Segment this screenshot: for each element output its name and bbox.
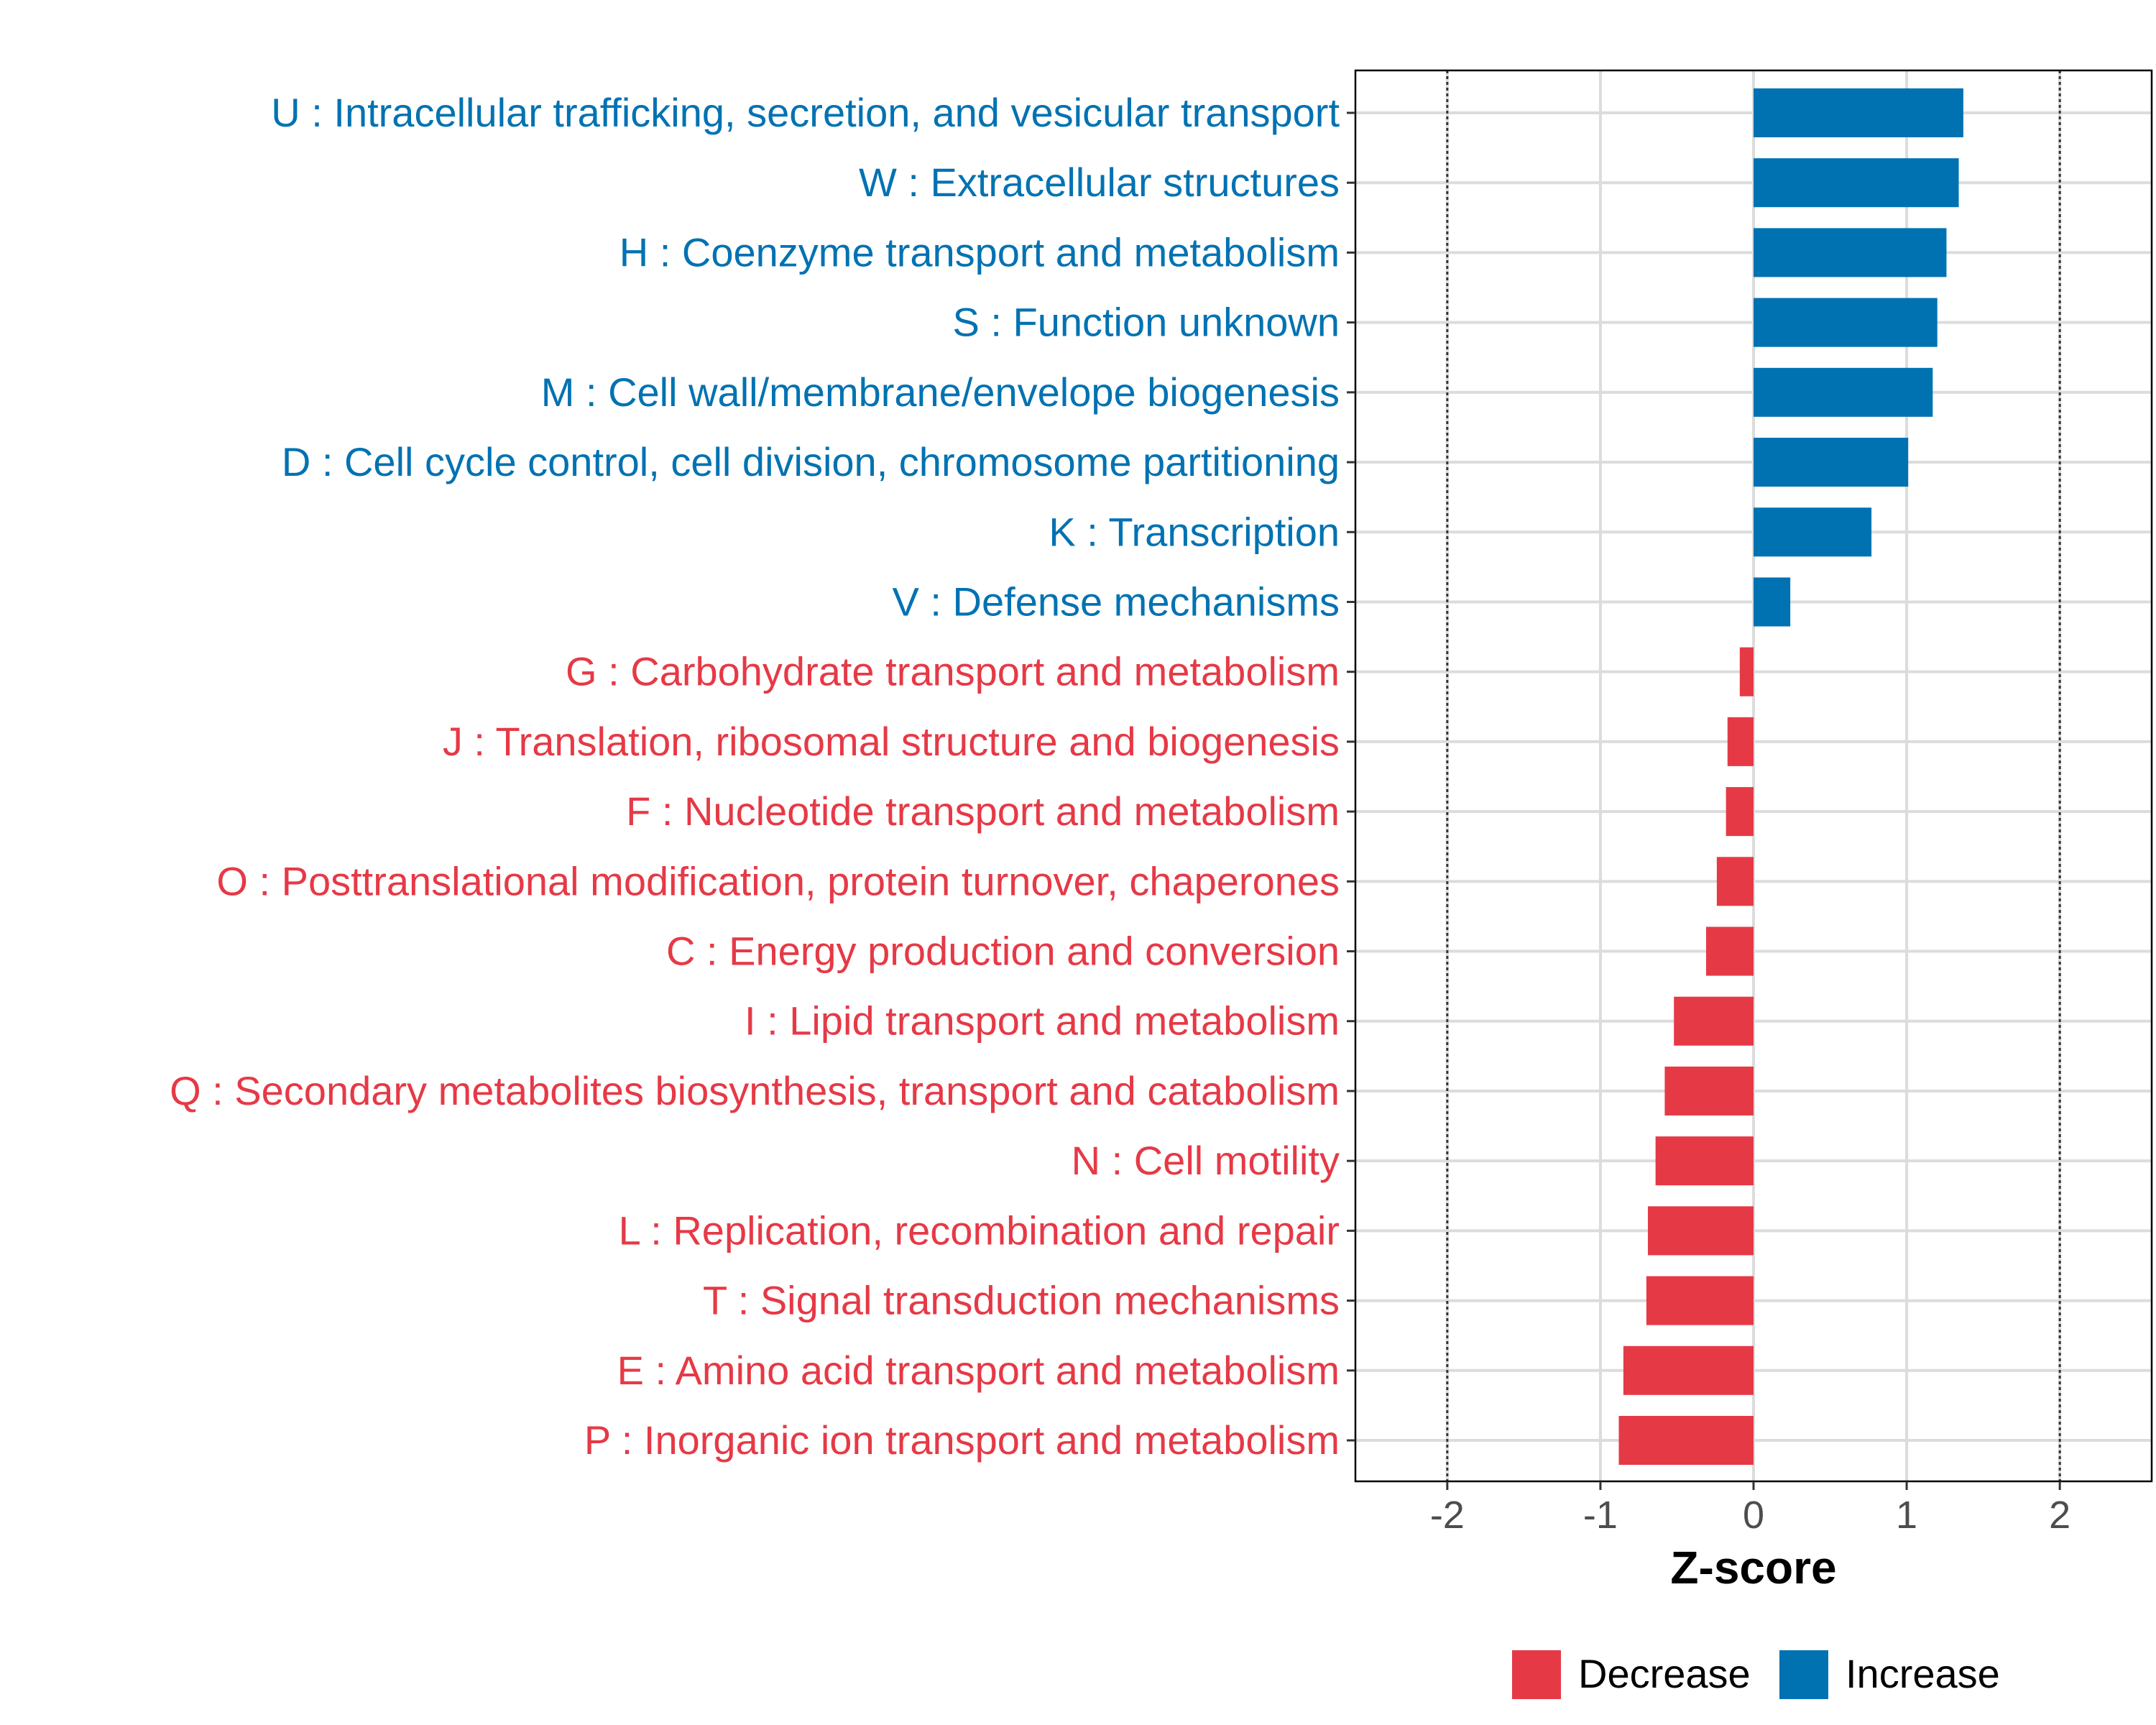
y-tick-label: O : Posttranslational modification, prot… — [216, 858, 1340, 903]
x-tick-label: -2 — [1430, 1494, 1465, 1537]
bar — [1655, 1136, 1754, 1186]
y-tick-label: T : Signal transduction mechanisms — [703, 1278, 1340, 1323]
bar — [1754, 438, 1909, 487]
bar — [1754, 577, 1791, 627]
bar — [1727, 717, 1754, 766]
x-tick-label: 0 — [1743, 1494, 1764, 1537]
bar — [1754, 158, 1959, 208]
legend: Decrease Increase — [1512, 1650, 2000, 1699]
x-tick-label: 2 — [2049, 1494, 2070, 1537]
y-tick-label: E : Amino acid transport and metabolism — [617, 1348, 1340, 1393]
x-axis: -2 -1 0 1 2 — [1430, 1481, 2070, 1537]
y-tick-label: D : Cell cycle control, cell division, c… — [282, 439, 1340, 484]
bar — [1647, 1206, 1754, 1256]
y-tick-label: V : Defense mechanisms — [893, 579, 1340, 624]
y-tick-label: C : Energy production and conversion — [666, 929, 1340, 974]
y-tick-label: J : Translation, ribosomal structure and… — [443, 719, 1340, 764]
bar — [1664, 1066, 1754, 1116]
bar — [1674, 996, 1754, 1046]
y-tick-label: N : Cell motility — [1072, 1138, 1340, 1183]
legend-key-decrease — [1512, 1650, 1561, 1699]
y-tick-label: P : Inorganic ion transport and metaboli… — [584, 1417, 1340, 1463]
bar — [1726, 787, 1754, 837]
legend-key-increase — [1779, 1650, 1828, 1699]
y-tick-label: M : Cell wall/membrane/envelope biogenes… — [541, 369, 1340, 415]
bar — [1623, 1346, 1754, 1395]
bar — [1754, 298, 1938, 347]
y-tick-label: Q : Secondary metabolites biosynthesis, … — [170, 1068, 1340, 1113]
y-tick-label: S : Function unknown — [952, 300, 1340, 345]
x-tick-label: 1 — [1896, 1494, 1917, 1537]
bar — [1754, 507, 1872, 557]
bar-layer — [1618, 88, 1963, 1466]
y-tick-label: K : Transcription — [1049, 509, 1340, 554]
y-tick-label: U : Intracellular trafficking, secretion… — [271, 90, 1340, 135]
y-tick-label: L : Replication, recombination and repai… — [619, 1208, 1340, 1253]
x-axis-title: Z-score — [1670, 1542, 1836, 1593]
y-tick-label: I : Lipid transport and metabolism — [745, 998, 1340, 1044]
x-tick-label: -1 — [1583, 1494, 1618, 1537]
bar — [1754, 228, 1947, 277]
bar — [1618, 1415, 1754, 1466]
grid-layer — [1355, 70, 2152, 1481]
bar — [1646, 1276, 1754, 1325]
bar — [1705, 926, 1754, 976]
y-tick-label: H : Coenzyme transport and metabolism — [619, 229, 1340, 275]
y-tick-label: W : Extracellular structures — [859, 160, 1340, 205]
y-axis: U : Intracellular trafficking, secretion… — [170, 90, 1355, 1463]
y-tick-label: F : Nucleotide transport and metabolism — [626, 788, 1340, 834]
legend-label-decrease: Decrease — [1578, 1651, 1751, 1696]
bar — [1716, 857, 1754, 906]
bar — [1754, 367, 1933, 417]
y-tick-label: G : Carbohydrate transport and metabolis… — [566, 649, 1340, 694]
reference-line-layer — [1446, 70, 2061, 1481]
bar — [1739, 647, 1754, 696]
legend-label-increase: Increase — [1846, 1651, 2000, 1696]
bar — [1754, 88, 1963, 138]
